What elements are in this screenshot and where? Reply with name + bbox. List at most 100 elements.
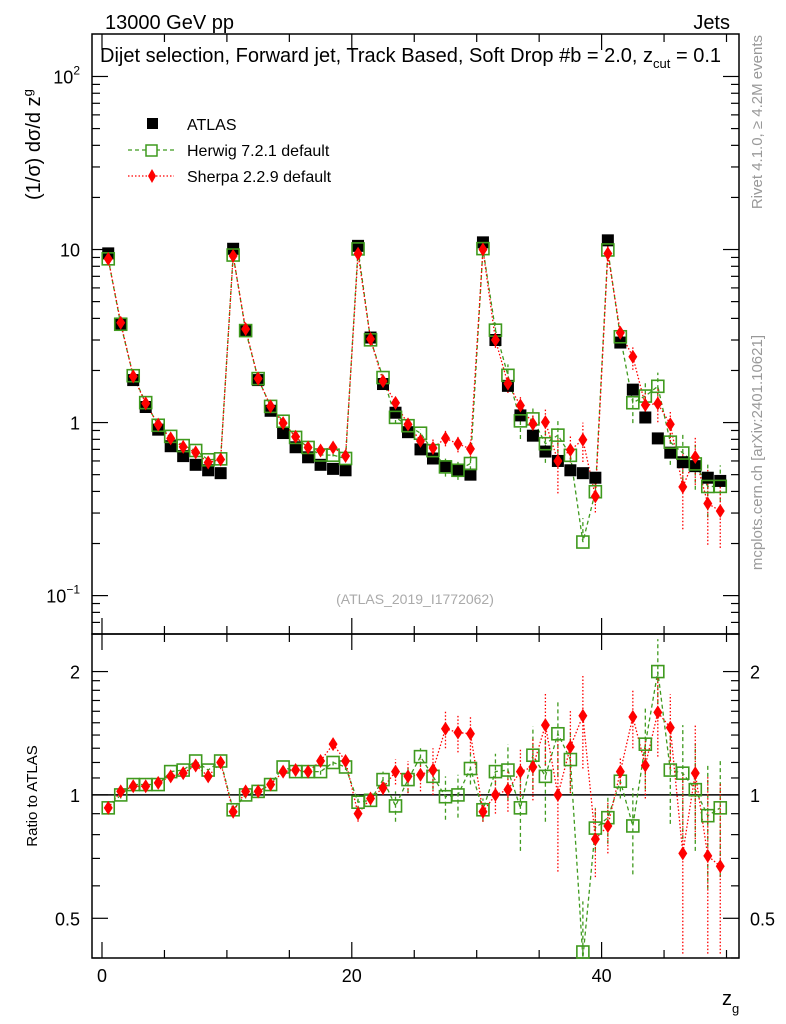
herwig-ratio-line <box>107 671 721 959</box>
sherpa-ratio-point <box>615 764 625 779</box>
sherpa-point <box>640 398 650 413</box>
sherpa-ratio-point <box>490 787 500 802</box>
sherpa-point <box>128 369 138 384</box>
sherpa-point <box>141 396 151 411</box>
atlas-point <box>339 464 352 477</box>
sherpa-point <box>391 395 401 410</box>
sherpa-ratio-point <box>715 859 725 874</box>
herwig-point <box>576 535 590 549</box>
sherpa-ratio-point <box>428 763 438 778</box>
sherpa-point <box>653 396 663 411</box>
sherpa-ratio-point <box>266 777 276 792</box>
atlas-point <box>202 464 215 477</box>
herwig-ratio-point <box>513 801 528 815</box>
sherpa-point <box>603 246 613 261</box>
atlas-point <box>277 427 290 440</box>
sherpa-point <box>528 416 538 431</box>
ratio-tick-label-left: 0.5 <box>55 909 80 929</box>
sherpa-ratio-point <box>291 763 301 778</box>
sherpa-ratio-point <box>203 769 213 784</box>
ratio-tick-label-left: 2 <box>70 663 80 683</box>
sherpa-ratio-point <box>391 764 401 779</box>
herwig-ratio-point <box>538 769 553 784</box>
ratio-y-axis-label: Ratio to ATLAS <box>24 745 41 846</box>
x-tick-label: 20 <box>342 966 362 986</box>
sherpa-point <box>515 398 525 413</box>
ratio-tick-label-right: 0.5 <box>750 909 775 929</box>
sherpa-point <box>540 415 550 430</box>
sherpa-ratio-point <box>103 800 113 815</box>
sherpa-point <box>453 436 463 451</box>
sherpa-ratio-point <box>503 782 513 797</box>
herwig-ratio-point <box>501 763 515 777</box>
y-tick-label: 10 <box>60 241 80 261</box>
sherpa-ratio-point <box>415 767 425 782</box>
sherpa-point <box>665 417 675 432</box>
legend-herwig-label: Herwig 7.2.1 default <box>187 143 330 160</box>
chart-title: Dijet selection, Forward jet, Track Base… <box>100 44 730 71</box>
ratio-tick-label-right: 2 <box>750 663 760 683</box>
herwig-point <box>663 435 678 449</box>
sherpa-ratio-point <box>403 769 413 784</box>
sherpa-ratio-point <box>191 758 201 773</box>
atlas-point <box>314 458 327 471</box>
sherpa-point <box>366 332 376 347</box>
sherpa-point <box>565 442 575 457</box>
atlas-point <box>576 467 589 480</box>
atlas-point <box>189 458 202 471</box>
atlas-point <box>289 441 302 454</box>
sherpa-ratio-point <box>178 766 188 781</box>
sherpa-ratio-point <box>366 791 376 806</box>
atlas-point <box>214 467 227 480</box>
sherpa-point <box>303 440 313 455</box>
analysis-tag: (ATLAS_2019_I1772062) <box>336 591 494 607</box>
sherpa-point <box>253 371 263 386</box>
herwig-point <box>463 456 478 471</box>
herwig-point <box>651 379 665 394</box>
sherpa-point <box>428 440 438 455</box>
sherpa-point <box>578 432 588 447</box>
y-tick-label: 10−1 <box>46 583 80 607</box>
header-right: Jets <box>693 12 730 34</box>
sherpa-ratio-point <box>665 720 675 735</box>
legend-sherpa-marker <box>148 169 156 183</box>
herwig-ratio-point <box>463 761 478 776</box>
sherpa-ratio-point <box>540 718 550 733</box>
atlas-point <box>676 456 689 469</box>
sherpa-point <box>478 242 488 257</box>
sherpa-ratio-point <box>478 804 488 819</box>
sherpa-point <box>503 376 513 391</box>
atlas-point <box>414 443 427 456</box>
sherpa-ratio-point <box>628 709 638 724</box>
atlas-point <box>451 464 464 477</box>
chart-title-sub: cut <box>653 56 671 71</box>
x-tick-label: 40 <box>592 966 612 986</box>
sherpa-ratio-point <box>440 721 450 736</box>
sherpa-ratio-point <box>640 758 650 773</box>
sherpa-point <box>553 453 563 468</box>
sherpa-point <box>216 452 226 467</box>
rivet-label: Rivet 4.1.0, ≥ 4.2M events <box>749 35 766 209</box>
atlas-point <box>526 429 539 442</box>
sherpa-point <box>178 439 188 454</box>
herwig-point <box>551 428 565 442</box>
sherpa-point <box>241 322 251 337</box>
sherpa-point <box>266 399 276 414</box>
mcplots-label: mcplots.cern.ch [arXiv:2401.10621] <box>749 335 766 570</box>
sherpa-ratio-point <box>565 739 575 754</box>
herwig-ratio-point <box>688 782 703 797</box>
sherpa-point <box>191 445 201 460</box>
atlas-point <box>701 471 714 484</box>
atlas-point <box>626 383 639 396</box>
sherpa-point <box>153 417 163 432</box>
sherpa-ratio-point <box>703 848 713 863</box>
legend-atlas-label: ATLAS <box>187 117 237 134</box>
herwig-ratio-point <box>451 788 465 802</box>
herwig-point <box>675 446 690 460</box>
x-tick-label: 0 <box>97 966 107 986</box>
sherpa-ratio-point <box>515 764 525 779</box>
sherpa-ratio-point <box>453 725 463 740</box>
sherpa-point <box>116 315 126 330</box>
sherpa-ratio-point <box>578 708 588 723</box>
atlas-point <box>177 450 190 463</box>
